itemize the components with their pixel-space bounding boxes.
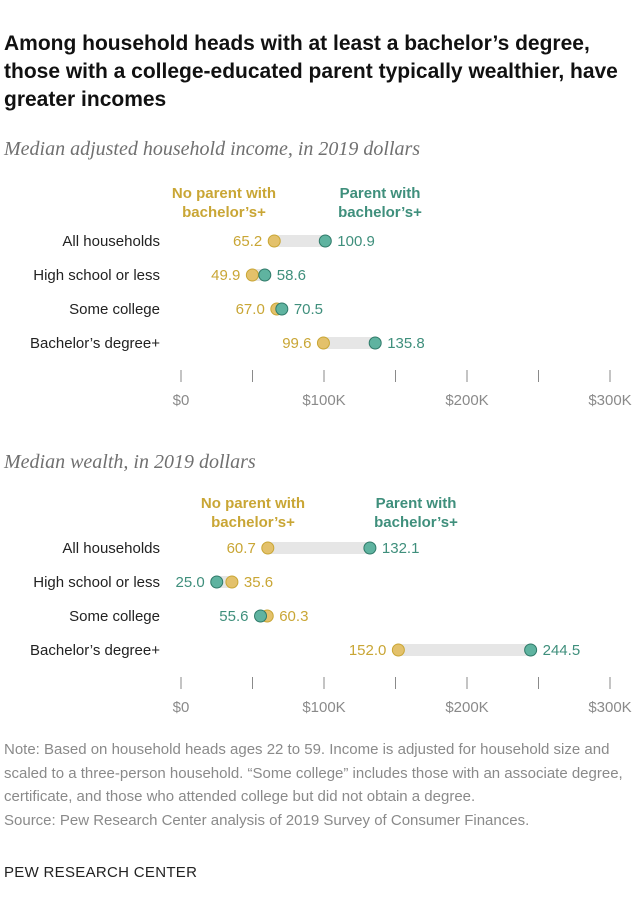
category-label: All households bbox=[62, 540, 160, 557]
no-parent-value-label: 35.6 bbox=[244, 574, 273, 591]
parent-value-label: 135.8 bbox=[387, 335, 425, 352]
x-tick-label: $300K bbox=[588, 699, 631, 716]
x-tick-label: $0 bbox=[173, 392, 190, 409]
no-parent-dot bbox=[316, 336, 330, 350]
x-tick-label: $0 bbox=[173, 699, 190, 716]
range-bar bbox=[323, 337, 376, 349]
range-bar bbox=[267, 542, 370, 554]
wealth-legend-no-parent: No parent with bachelor’s+ bbox=[200, 495, 306, 531]
category-label: High school or less bbox=[33, 574, 160, 591]
category-label: High school or less bbox=[33, 267, 160, 284]
parent-dot bbox=[363, 541, 377, 555]
wealth-subtitle: Median wealth, in 2019 dollars bbox=[4, 451, 256, 473]
income-subtitle: Median adjusted household income, in 201… bbox=[4, 138, 421, 160]
no-parent-value-label: 49.9 bbox=[211, 267, 240, 284]
income-legend-parent: Parent with bachelor’s+ bbox=[338, 185, 422, 221]
parent-dot bbox=[258, 268, 272, 282]
x-tick-label: $100K bbox=[302, 699, 345, 716]
parent-value-label: 58.6 bbox=[277, 267, 306, 284]
no-parent-dot bbox=[267, 234, 281, 248]
no-parent-dot bbox=[225, 575, 239, 589]
parent-value-label: 25.0 bbox=[176, 574, 205, 591]
parent-dot bbox=[210, 575, 224, 589]
no-parent-value-label: 65.2 bbox=[233, 233, 262, 250]
no-parent-dot bbox=[391, 643, 405, 657]
no-parent-value-label: 99.6 bbox=[282, 335, 311, 352]
notes-block: Note: Based on household heads ages 22 t… bbox=[4, 738, 636, 832]
x-tick-label: $200K bbox=[445, 392, 488, 409]
parent-value-label: 100.9 bbox=[337, 233, 375, 250]
parent-dot bbox=[318, 234, 332, 248]
parent-value-label: 244.5 bbox=[543, 642, 581, 659]
source-text: Source: Pew Research Center analysis of … bbox=[4, 811, 530, 829]
parent-dot bbox=[524, 643, 538, 657]
range-bar bbox=[274, 235, 326, 247]
category-label: Bachelor’s degree+ bbox=[30, 335, 160, 352]
category-label: Some college bbox=[69, 608, 160, 625]
no-parent-value-label: 152.0 bbox=[349, 642, 387, 659]
no-parent-value-label: 60.7 bbox=[227, 540, 256, 557]
wealth-legend-parent: Parent with bachelor’s+ bbox=[374, 495, 458, 531]
category-label: Bachelor’s degree+ bbox=[30, 642, 160, 659]
no-parent-dot bbox=[261, 541, 275, 555]
parent-value-label: 132.1 bbox=[382, 540, 420, 557]
parent-value-label: 55.6 bbox=[219, 608, 248, 625]
parent-dot bbox=[254, 609, 268, 623]
parent-value-label: 70.5 bbox=[294, 301, 323, 318]
category-label: All households bbox=[62, 233, 160, 250]
note-text: Note: Based on household heads ages 22 t… bbox=[4, 741, 623, 805]
no-parent-value-label: 67.0 bbox=[236, 301, 265, 318]
x-tick-label: $200K bbox=[445, 699, 488, 716]
x-tick-label: $100K bbox=[302, 392, 345, 409]
chart-title: Among household heads with at least a ba… bbox=[4, 32, 618, 111]
category-label: Some college bbox=[69, 301, 160, 318]
parent-dot bbox=[275, 302, 289, 316]
parent-dot bbox=[368, 336, 382, 350]
x-tick-label: $300K bbox=[588, 392, 631, 409]
range-bar bbox=[398, 644, 531, 656]
income-dot-chart: All households 65.2 100.9 High school or le… bbox=[30, 233, 632, 409]
no-parent-value-label: 60.3 bbox=[279, 608, 308, 625]
wealth-dot-chart: All households 60.7 132.1 High school or le… bbox=[30, 540, 632, 716]
brand-label: PEW RESEARCH CENTER bbox=[4, 864, 198, 881]
income-legend-no-parent: No parent with bachelor’s+ bbox=[171, 185, 277, 221]
